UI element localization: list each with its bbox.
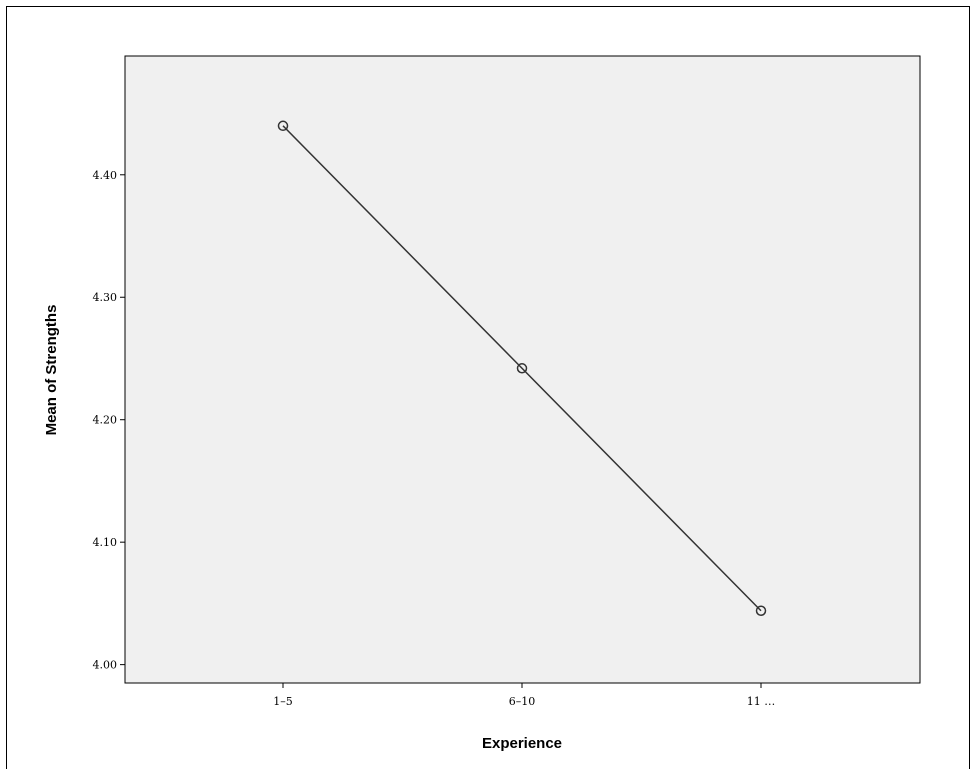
chart-marks: 4.00 4.10 4.20 4.30 4.40 1–5 6–10 11 …	[93, 120, 776, 708]
x-axis-title: Experience	[482, 735, 562, 752]
y-axis-title: Mean of Strengths	[43, 305, 60, 436]
y-tick-label: 4.40	[93, 169, 118, 182]
x-tick-label: 11 …	[747, 695, 776, 708]
y-tick-label: 4.30	[93, 291, 118, 304]
data-point	[277, 120, 289, 132]
y-tick-label: 4.10	[93, 536, 118, 549]
data-point	[755, 605, 767, 616]
x-tick-label: 6–10	[509, 695, 536, 708]
series-line	[282, 125, 762, 612]
x-tick-label: 1–5	[273, 695, 293, 708]
y-tick-label: 4.00	[93, 659, 118, 672]
data-point	[516, 363, 528, 374]
y-tick-label: 4.20	[93, 414, 118, 427]
